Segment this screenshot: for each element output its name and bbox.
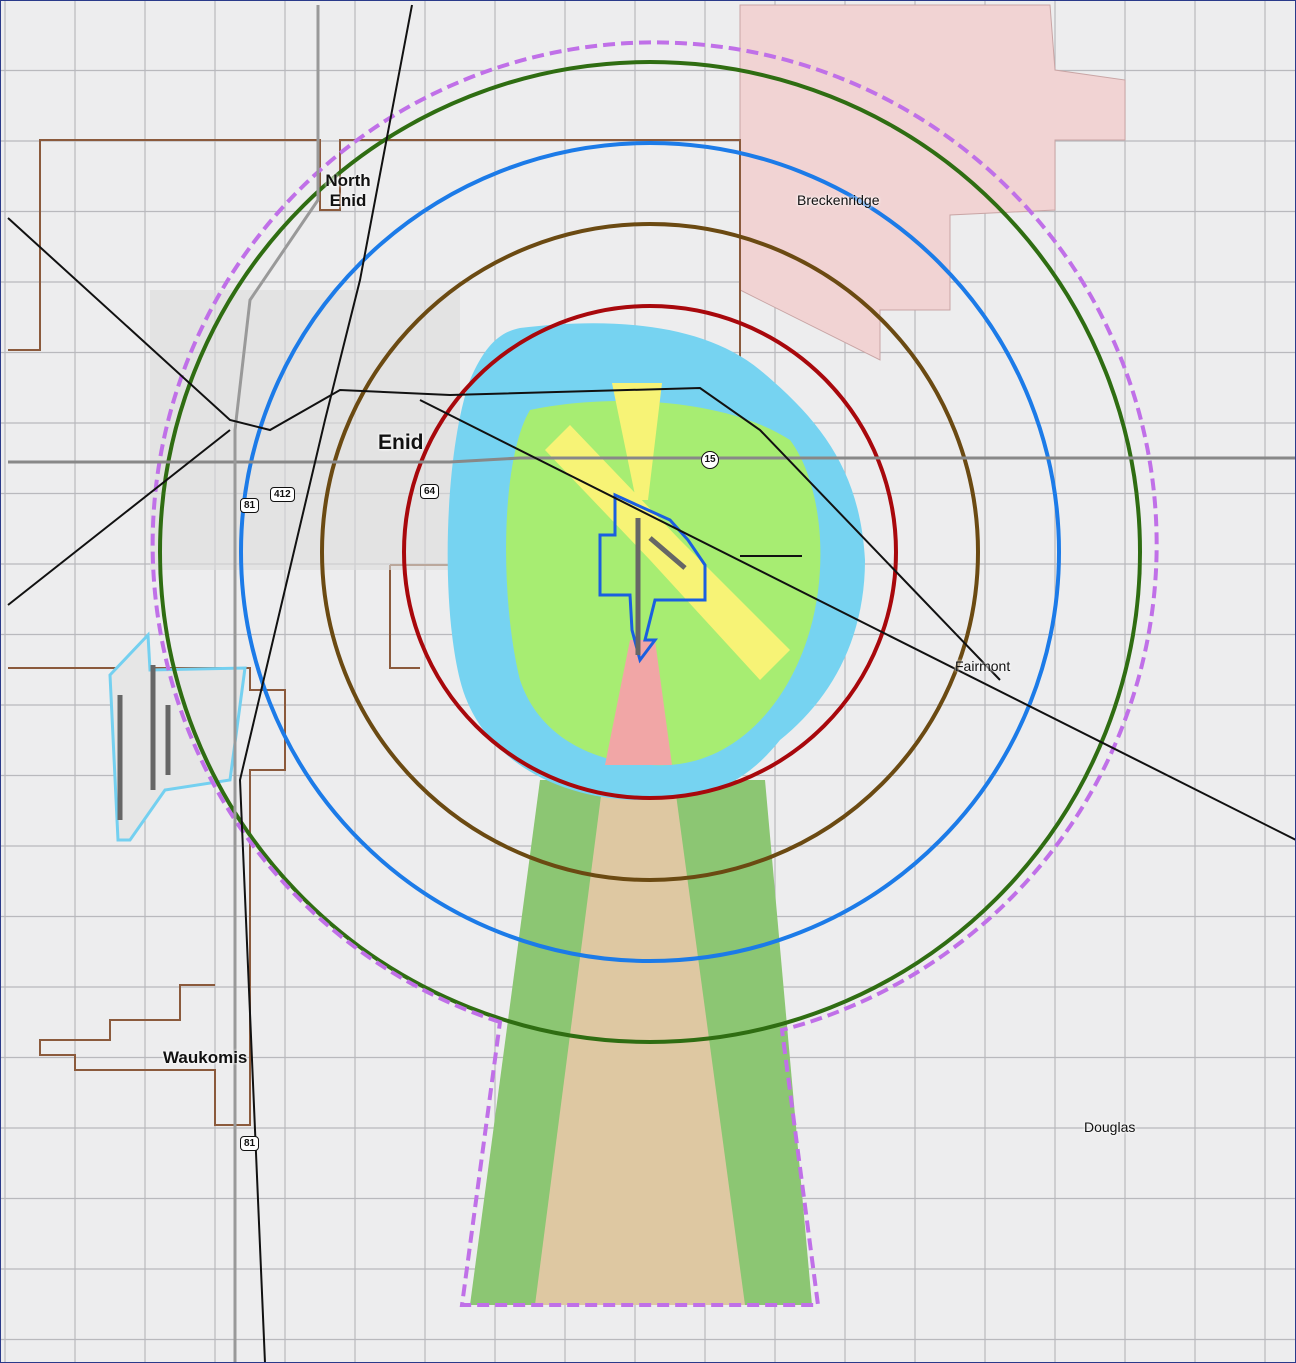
- map: North Enid Enid Breckenridge Fairmont Wa…: [0, 0, 1296, 1363]
- map-frame: [0, 0, 1296, 1363]
- body: North Enid Enid Breckenridge Fairmont Wa…: [0, 0, 1296, 1363]
- page: Airport zones map {"places":[{"label":"N…: [0, 0, 1296, 1363]
